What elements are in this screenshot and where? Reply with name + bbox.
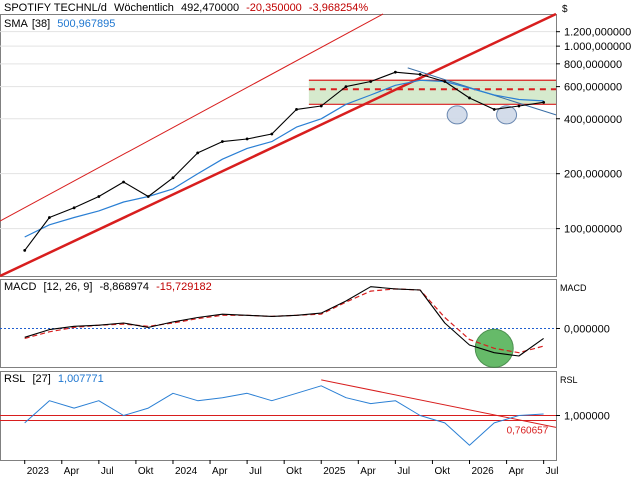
price-tick-label: 600,000000 xyxy=(564,82,622,94)
macd-line xyxy=(24,286,544,357)
price-change: -20,350000 xyxy=(246,2,302,14)
sma-header: SMA [38] 500,967895 xyxy=(4,18,119,30)
x-tick-label: Jul xyxy=(546,466,559,477)
price-point xyxy=(542,100,546,104)
price-tick-label: 800,000000 xyxy=(564,59,622,71)
rsl-header: RSL [27] 1,007771 xyxy=(4,373,108,385)
period-label: Wöchentlich xyxy=(113,2,174,14)
price-change-pct: -3,968254% xyxy=(308,2,369,14)
price-tick-label: 1.000,000000 xyxy=(564,41,631,53)
rsl-line xyxy=(24,385,544,446)
rsl-trendline xyxy=(321,379,557,428)
currency-label: $ xyxy=(562,4,568,15)
x-tick-label: Jul xyxy=(397,466,410,477)
x-tick-label: Okt xyxy=(286,466,302,477)
rsl-axis-title: RSL xyxy=(560,375,578,385)
rsl-param: [27] xyxy=(32,373,51,385)
double-bottom-ellipse-2 xyxy=(496,105,518,125)
price-point xyxy=(221,140,224,143)
price-point xyxy=(23,248,27,252)
price-point xyxy=(344,85,348,89)
rsl-tick-label: 1,000000 xyxy=(564,411,610,423)
x-tick-label: Apr xyxy=(64,466,80,477)
macd-axis-title: MACD xyxy=(560,283,587,293)
price-point xyxy=(196,151,200,155)
price-panel-frame xyxy=(0,14,557,277)
price-tick-label: 100,000000 xyxy=(564,224,622,236)
macd-value: -8,868974 xyxy=(99,281,149,293)
price-point xyxy=(97,195,101,198)
x-tick-label: Apr xyxy=(212,466,228,477)
sma-line xyxy=(24,79,544,238)
price-point xyxy=(48,216,51,219)
price-point xyxy=(122,180,125,184)
price-point xyxy=(146,195,150,198)
price-point xyxy=(72,206,76,210)
sma-param: [38] xyxy=(31,18,51,30)
rsl-marker-label: 0,760657 xyxy=(507,425,549,436)
price-point xyxy=(468,96,471,100)
rsl-value: 1,007771 xyxy=(57,373,104,385)
price-point xyxy=(418,73,422,76)
x-tick-label: 2025 xyxy=(323,466,346,477)
channel-lower-line xyxy=(0,12,557,278)
symbol-label: SPOTIFY TECHNL/d xyxy=(4,2,107,14)
price-point xyxy=(245,137,249,141)
price-point xyxy=(171,176,175,180)
x-tick-label: Apr xyxy=(509,466,525,477)
price-point xyxy=(319,104,323,108)
price-point xyxy=(443,80,447,83)
macd-params: [12, 26, 9] xyxy=(43,281,93,293)
macd-label: MACD xyxy=(4,281,37,293)
x-tick-label: Jul xyxy=(249,466,262,477)
x-tick-label: Okt xyxy=(434,466,450,477)
x-tick-label: Apr xyxy=(360,466,376,477)
sma-value: 500,967895 xyxy=(57,18,116,30)
price-point xyxy=(369,80,373,83)
rsl-label: RSL xyxy=(4,373,26,385)
macd-header: MACD [12, 26, 9] -8,868974 -15,729182 xyxy=(4,281,216,293)
double-bottom-ellipse-1 xyxy=(446,105,468,125)
price-line xyxy=(24,71,544,251)
macd-tick-label: 0,000000 xyxy=(564,324,610,336)
macd-signal-value: -15,729182 xyxy=(156,281,212,293)
price-point xyxy=(517,104,521,108)
price-point xyxy=(295,108,298,111)
x-tick-label: 2024 xyxy=(175,466,198,477)
x-tick-label: Jul xyxy=(101,466,114,477)
price-point xyxy=(492,108,496,111)
last-price: 492,470000 xyxy=(180,2,240,14)
price-tick-label: 1.200,000000 xyxy=(564,27,631,39)
price-point xyxy=(270,132,274,136)
x-tick-label: 2026 xyxy=(472,466,495,477)
sma-label: SMA xyxy=(4,18,28,30)
price-tick-label: 200,000000 xyxy=(564,169,622,181)
channel-upper-line xyxy=(0,13,384,222)
price-header: SPOTIFY TECHNL/d Wöchentlich 492,470000 … xyxy=(4,2,372,14)
x-tick-label: 2023 xyxy=(27,466,50,477)
x-tick-label: Okt xyxy=(138,466,154,477)
price-tick-label: 400,000000 xyxy=(564,114,622,126)
consolidation-zone xyxy=(308,80,556,105)
macd-panel-frame xyxy=(0,279,557,368)
macd-signal-line xyxy=(24,288,544,354)
price-point xyxy=(393,70,397,74)
